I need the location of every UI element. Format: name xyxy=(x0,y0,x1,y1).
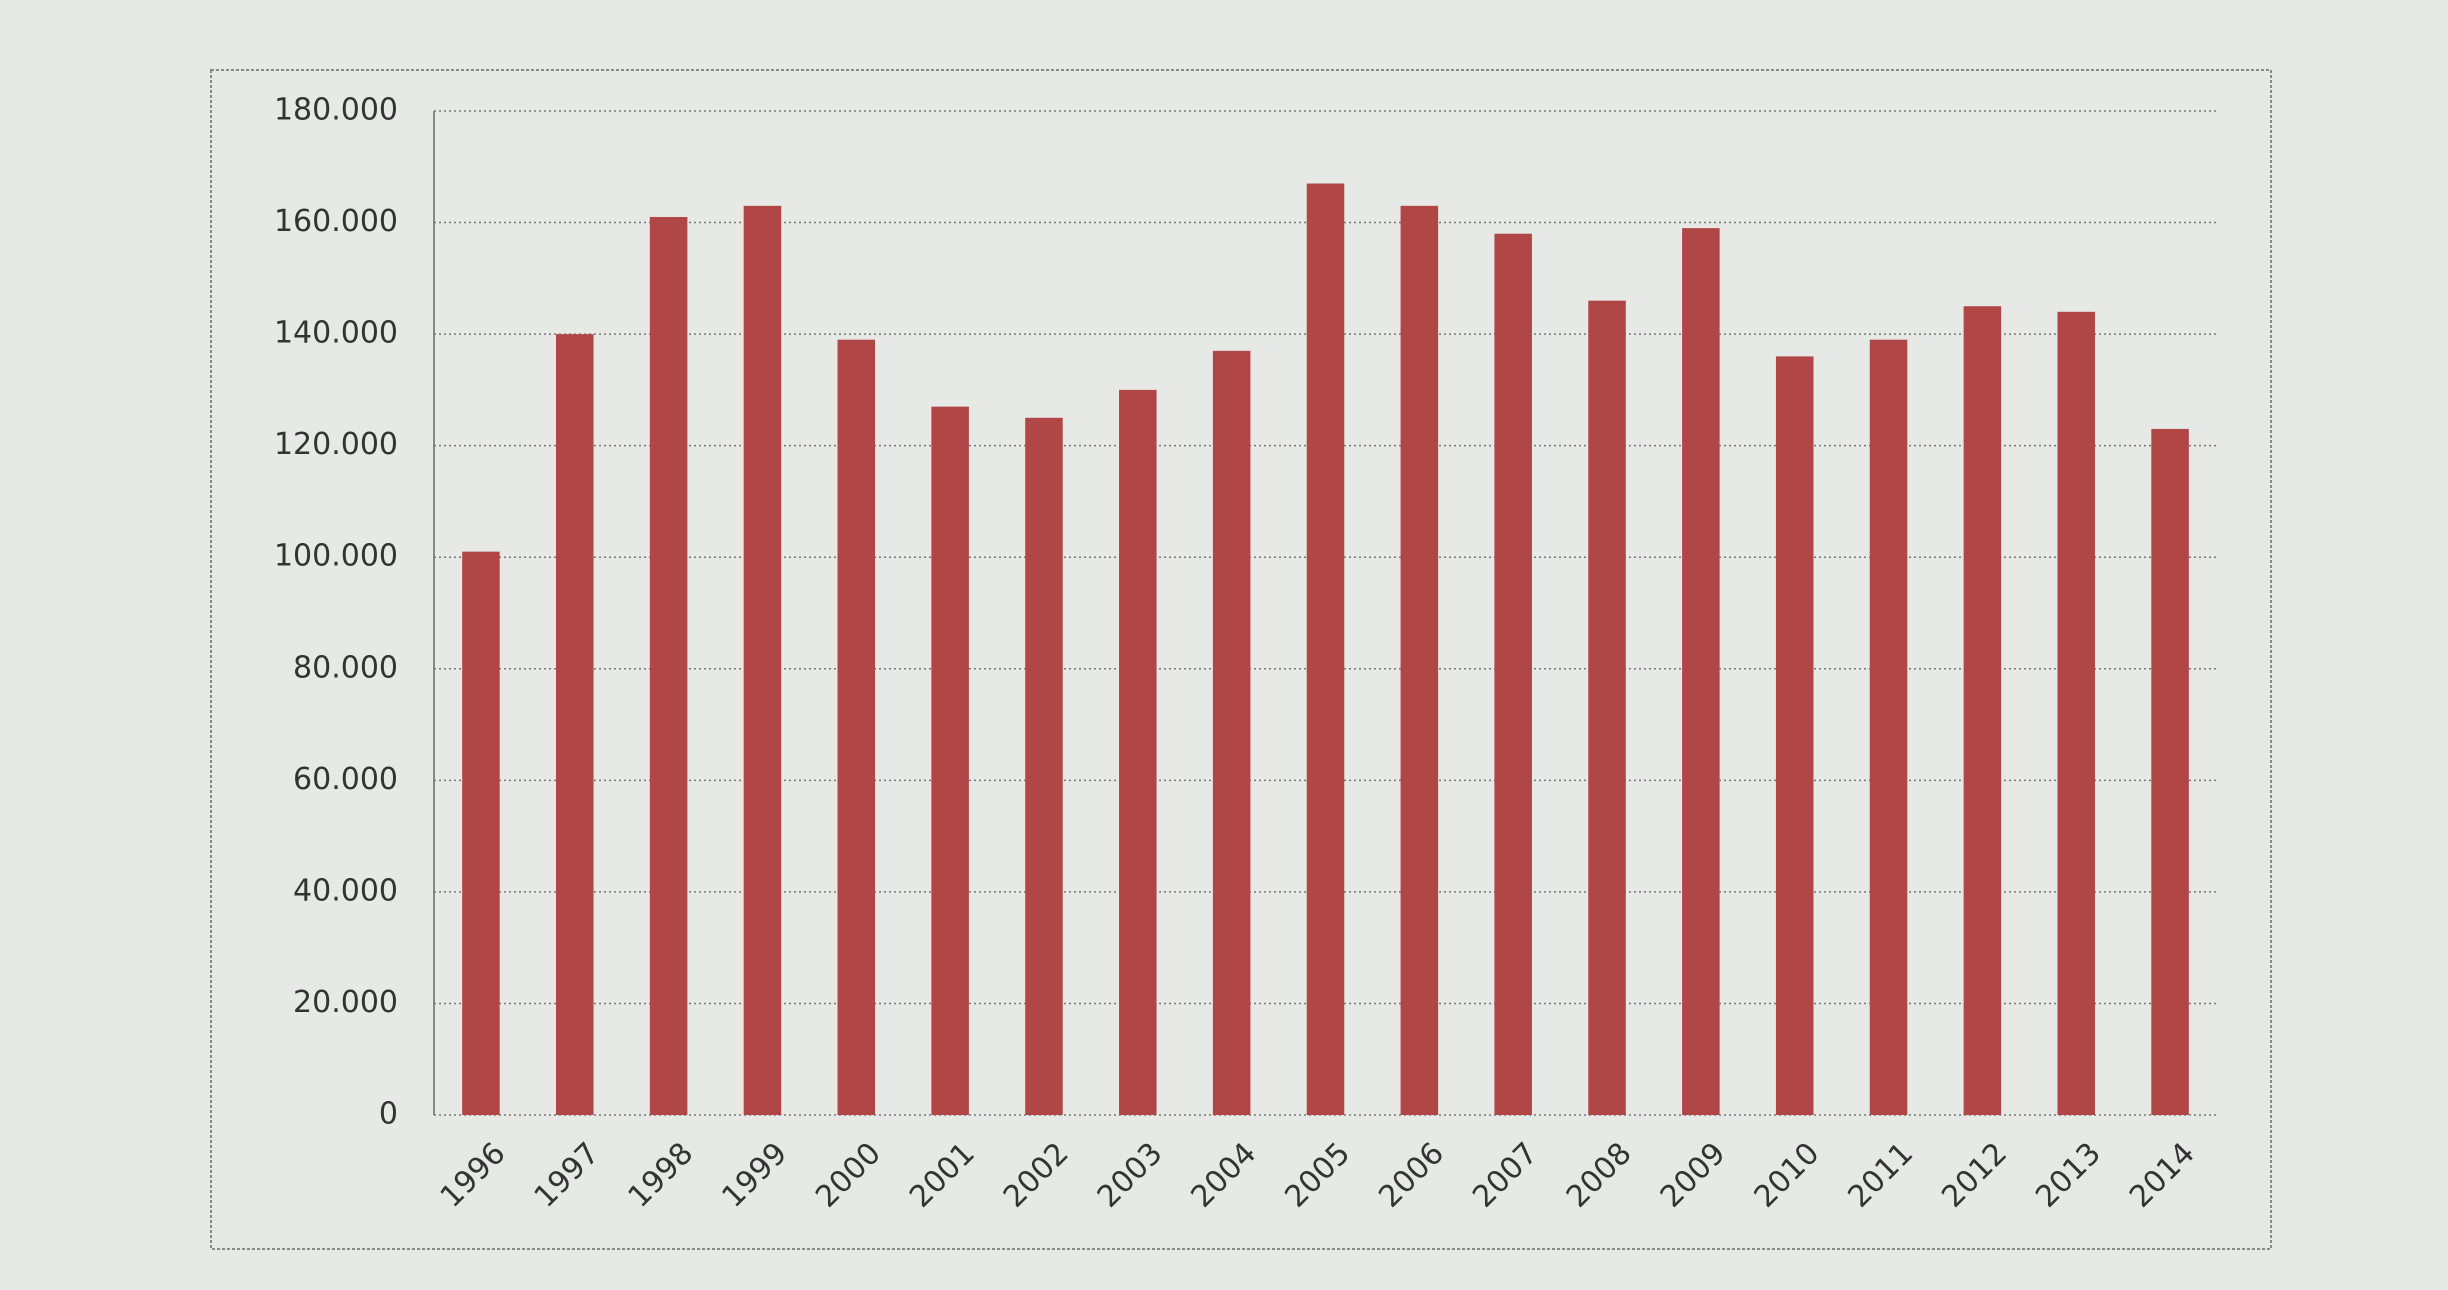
y-tick-label: 100.000 xyxy=(274,539,398,574)
bar xyxy=(837,339,876,1115)
y-tick-label: 40.000 xyxy=(293,873,398,908)
bar xyxy=(931,406,969,1116)
y-tick-label: 140.000 xyxy=(274,316,398,351)
bar xyxy=(2057,311,2096,1115)
y-tick-label: 120.000 xyxy=(274,427,398,462)
chart-frame xyxy=(210,69,2272,1250)
bar xyxy=(1025,417,1063,1115)
bar xyxy=(1963,306,2002,1115)
bar xyxy=(555,334,594,1116)
y-tick-label: 180.000 xyxy=(274,93,398,128)
bar xyxy=(462,551,500,1115)
y-tick-label: 60.000 xyxy=(293,762,398,797)
bar xyxy=(1494,233,1532,1115)
bar xyxy=(743,205,782,1116)
bar xyxy=(2151,428,2189,1115)
bar xyxy=(1212,350,1251,1115)
bar xyxy=(1588,300,1626,1116)
y-tick-label: 0 xyxy=(379,1097,398,1132)
bar xyxy=(1400,205,1439,1116)
bar xyxy=(649,216,688,1115)
bar xyxy=(1306,183,1345,1115)
bar xyxy=(1682,228,1720,1116)
bar xyxy=(1119,389,1157,1115)
y-tick-label: 160.000 xyxy=(274,204,398,239)
bar xyxy=(1869,339,1908,1115)
y-tick-label: 80.000 xyxy=(293,650,398,685)
y-tick-label: 20.000 xyxy=(293,985,398,1020)
bar xyxy=(1775,356,1814,1115)
